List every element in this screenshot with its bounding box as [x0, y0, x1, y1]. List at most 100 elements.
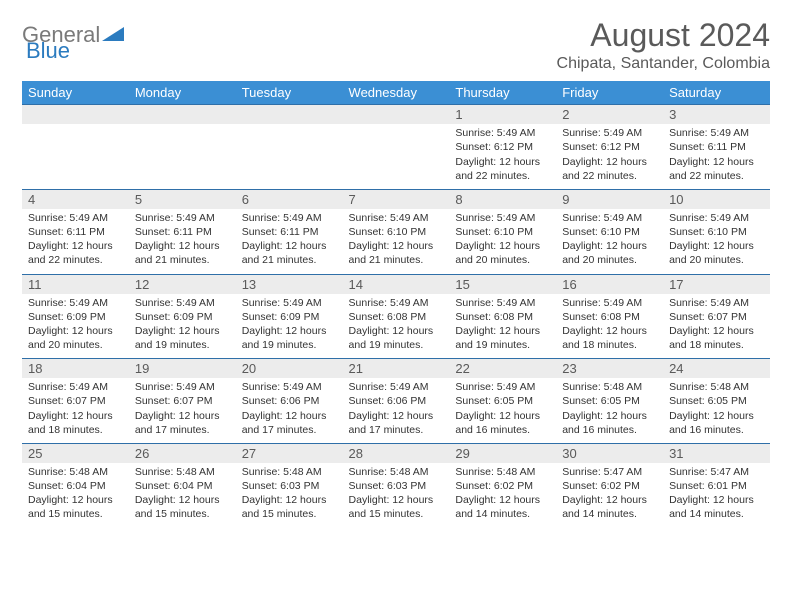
sunset-line: Sunset: 6:11 PM — [135, 225, 230, 239]
sunset-line: Sunset: 6:09 PM — [135, 310, 230, 324]
sunrise-line: Sunrise: 5:49 AM — [349, 296, 444, 310]
daylight-line: Daylight: 12 hours and 14 minutes. — [669, 493, 764, 521]
sunset-line: Sunset: 6:04 PM — [135, 479, 230, 493]
day-number-cell: 19 — [129, 359, 236, 379]
calendar-page: General August 2024 Chipata, Santander, … — [0, 0, 792, 612]
sunrise-line: Sunrise: 5:47 AM — [562, 465, 657, 479]
daylight-line: Daylight: 12 hours and 16 minutes. — [455, 409, 550, 437]
daylight-line: Daylight: 12 hours and 17 minutes. — [242, 409, 337, 437]
sunrise-line: Sunrise: 5:49 AM — [135, 296, 230, 310]
day-number-cell: 3 — [663, 105, 770, 125]
sunset-line: Sunset: 6:12 PM — [455, 140, 550, 154]
day-detail-cell: Sunrise: 5:48 AMSunset: 6:05 PMDaylight:… — [663, 378, 770, 443]
sunrise-line: Sunrise: 5:49 AM — [455, 296, 550, 310]
daylight-line: Daylight: 12 hours and 18 minutes. — [669, 324, 764, 352]
sunset-line: Sunset: 6:01 PM — [669, 479, 764, 493]
daylight-line: Daylight: 12 hours and 19 minutes. — [455, 324, 550, 352]
sunrise-line: Sunrise: 5:49 AM — [28, 211, 123, 225]
sunset-line: Sunset: 6:12 PM — [562, 140, 657, 154]
day-detail-cell — [22, 124, 129, 189]
day-number-cell: 16 — [556, 274, 663, 294]
detail-row: Sunrise: 5:49 AMSunset: 6:11 PMDaylight:… — [22, 209, 770, 274]
daynum-row: 18192021222324 — [22, 359, 770, 379]
day-detail-cell: Sunrise: 5:49 AMSunset: 6:09 PMDaylight:… — [129, 294, 236, 359]
daylight-line: Daylight: 12 hours and 15 minutes. — [242, 493, 337, 521]
day-detail-cell: Sunrise: 5:49 AMSunset: 6:06 PMDaylight:… — [343, 378, 450, 443]
sunset-line: Sunset: 6:11 PM — [669, 140, 764, 154]
title-block: August 2024 Chipata, Santander, Colombia — [557, 18, 770, 73]
daylight-line: Daylight: 12 hours and 14 minutes. — [455, 493, 550, 521]
sunset-line: Sunset: 6:05 PM — [455, 394, 550, 408]
sunset-line: Sunset: 6:07 PM — [28, 394, 123, 408]
logo-triangle-icon — [102, 25, 124, 46]
day-number-cell: 23 — [556, 359, 663, 379]
sunset-line: Sunset: 6:11 PM — [28, 225, 123, 239]
sunset-line: Sunset: 6:02 PM — [562, 479, 657, 493]
day-detail-cell: Sunrise: 5:49 AMSunset: 6:08 PMDaylight:… — [556, 294, 663, 359]
month-title: August 2024 — [557, 18, 770, 53]
day-number-cell: 17 — [663, 274, 770, 294]
detail-row: Sunrise: 5:48 AMSunset: 6:04 PMDaylight:… — [22, 463, 770, 528]
sunrise-line: Sunrise: 5:49 AM — [669, 296, 764, 310]
day-detail-cell: Sunrise: 5:48 AMSunset: 6:05 PMDaylight:… — [556, 378, 663, 443]
day-detail-cell: Sunrise: 5:49 AMSunset: 6:10 PMDaylight:… — [343, 209, 450, 274]
day-detail-cell: Sunrise: 5:48 AMSunset: 6:03 PMDaylight:… — [343, 463, 450, 528]
sunset-line: Sunset: 6:04 PM — [28, 479, 123, 493]
calendar-body: 123Sunrise: 5:49 AMSunset: 6:12 PMDaylig… — [22, 105, 770, 528]
day-number-cell: 14 — [343, 274, 450, 294]
sunrise-line: Sunrise: 5:49 AM — [242, 296, 337, 310]
day-detail-cell: Sunrise: 5:49 AMSunset: 6:10 PMDaylight:… — [663, 209, 770, 274]
sunrise-line: Sunrise: 5:49 AM — [135, 380, 230, 394]
daylight-line: Daylight: 12 hours and 15 minutes. — [28, 493, 123, 521]
day-detail-cell: Sunrise: 5:49 AMSunset: 6:12 PMDaylight:… — [556, 124, 663, 189]
day-number-cell — [343, 105, 450, 125]
sunset-line: Sunset: 6:10 PM — [349, 225, 444, 239]
day-detail-cell: Sunrise: 5:49 AMSunset: 6:11 PMDaylight:… — [129, 209, 236, 274]
sunset-line: Sunset: 6:03 PM — [242, 479, 337, 493]
sunrise-line: Sunrise: 5:49 AM — [669, 211, 764, 225]
sunrise-line: Sunrise: 5:49 AM — [455, 126, 550, 140]
day-detail-cell: Sunrise: 5:49 AMSunset: 6:07 PMDaylight:… — [129, 378, 236, 443]
day-number-cell: 11 — [22, 274, 129, 294]
dayname-saturday: Saturday — [663, 81, 770, 105]
day-detail-cell: Sunrise: 5:49 AMSunset: 6:06 PMDaylight:… — [236, 378, 343, 443]
daylight-line: Daylight: 12 hours and 15 minutes. — [135, 493, 230, 521]
sunrise-line: Sunrise: 5:48 AM — [455, 465, 550, 479]
sunrise-line: Sunrise: 5:49 AM — [562, 126, 657, 140]
daylight-line: Daylight: 12 hours and 22 minutes. — [562, 155, 657, 183]
sunrise-line: Sunrise: 5:49 AM — [28, 296, 123, 310]
daynum-row: 123 — [22, 105, 770, 125]
daylight-line: Daylight: 12 hours and 21 minutes. — [349, 239, 444, 267]
sunset-line: Sunset: 6:05 PM — [669, 394, 764, 408]
sunrise-line: Sunrise: 5:48 AM — [349, 465, 444, 479]
day-number-cell: 24 — [663, 359, 770, 379]
daylight-line: Daylight: 12 hours and 18 minutes. — [28, 409, 123, 437]
day-detail-cell: Sunrise: 5:49 AMSunset: 6:07 PMDaylight:… — [22, 378, 129, 443]
daynum-row: 25262728293031 — [22, 443, 770, 463]
day-number-cell: 2 — [556, 105, 663, 125]
day-number-cell: 4 — [22, 189, 129, 209]
daylight-line: Daylight: 12 hours and 17 minutes. — [349, 409, 444, 437]
sunset-line: Sunset: 6:08 PM — [455, 310, 550, 324]
sunset-line: Sunset: 6:10 PM — [562, 225, 657, 239]
dayname-wednesday: Wednesday — [343, 81, 450, 105]
day-detail-cell: Sunrise: 5:49 AMSunset: 6:10 PMDaylight:… — [449, 209, 556, 274]
day-detail-cell: Sunrise: 5:49 AMSunset: 6:10 PMDaylight:… — [556, 209, 663, 274]
sunset-line: Sunset: 6:08 PM — [349, 310, 444, 324]
sunrise-line: Sunrise: 5:47 AM — [669, 465, 764, 479]
daylight-line: Daylight: 12 hours and 20 minutes. — [669, 239, 764, 267]
day-number-cell: 28 — [343, 443, 450, 463]
day-number-cell: 7 — [343, 189, 450, 209]
daylight-line: Daylight: 12 hours and 20 minutes. — [455, 239, 550, 267]
dayname-monday: Monday — [129, 81, 236, 105]
sunrise-line: Sunrise: 5:48 AM — [135, 465, 230, 479]
daylight-line: Daylight: 12 hours and 20 minutes. — [28, 324, 123, 352]
day-detail-cell: Sunrise: 5:48 AMSunset: 6:04 PMDaylight:… — [22, 463, 129, 528]
sunrise-line: Sunrise: 5:49 AM — [455, 211, 550, 225]
day-detail-cell: Sunrise: 5:49 AMSunset: 6:09 PMDaylight:… — [22, 294, 129, 359]
sunrise-line: Sunrise: 5:49 AM — [349, 380, 444, 394]
day-detail-cell: Sunrise: 5:49 AMSunset: 6:08 PMDaylight:… — [449, 294, 556, 359]
day-number-cell: 6 — [236, 189, 343, 209]
sunrise-line: Sunrise: 5:49 AM — [28, 380, 123, 394]
page-header: General August 2024 Chipata, Santander, … — [22, 18, 770, 73]
